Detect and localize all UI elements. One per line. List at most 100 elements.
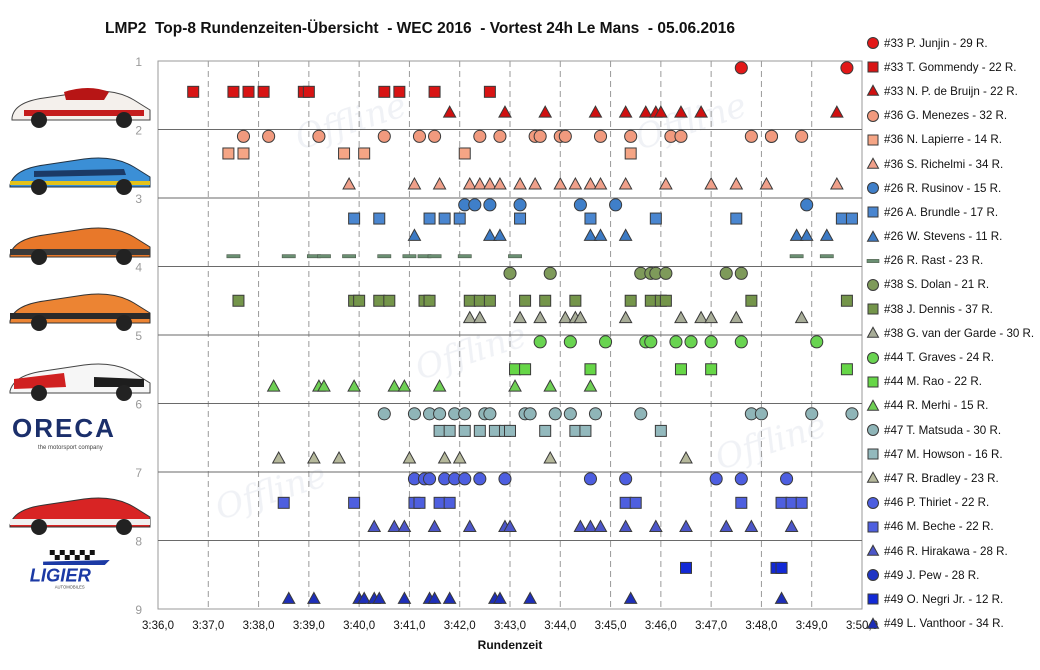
legend-marker — [867, 134, 879, 146]
series-23 — [680, 561, 788, 574]
data-point — [674, 363, 687, 376]
data-point — [498, 472, 512, 486]
legend-marker — [867, 37, 879, 50]
x-tick-label: 3:44,0 — [544, 620, 576, 632]
data-point — [704, 310, 719, 324]
data-point — [719, 266, 733, 280]
legend-label: #36 G. Menezes - 32 R. — [884, 109, 1008, 123]
data-point — [644, 294, 657, 307]
data-point — [648, 519, 663, 533]
data-point — [619, 472, 633, 486]
data-point — [277, 496, 290, 509]
legend-item: #47 R. Bradley - 23 R. — [866, 466, 1036, 490]
data-point — [402, 450, 417, 464]
data-point — [744, 519, 759, 533]
data-point — [624, 147, 637, 160]
data-point — [373, 294, 386, 307]
data-point — [840, 294, 853, 307]
data-point — [281, 591, 296, 604]
legend-marker — [866, 258, 880, 263]
data-point — [775, 496, 788, 509]
data-point — [735, 496, 748, 509]
legend-marker-shape — [867, 278, 879, 291]
data-point — [442, 105, 457, 118]
legend-item: #47 M. Howson - 16 R. — [866, 442, 1036, 466]
data-point — [437, 450, 452, 464]
series-0 — [734, 61, 854, 75]
data-point — [563, 407, 577, 421]
data-point — [789, 254, 804, 259]
data-point — [397, 591, 412, 604]
x-axis-label: Rundenzeit — [478, 638, 543, 652]
data-point — [271, 450, 286, 464]
data-point — [187, 85, 200, 98]
series-16 — [377, 407, 859, 421]
data-point — [730, 212, 743, 225]
data-point — [588, 105, 603, 118]
legend-item: #49 J. Pew - 28 R. — [866, 563, 1036, 587]
car-46-image — [9, 497, 151, 535]
legend-marker — [866, 229, 880, 242]
data-point — [513, 198, 527, 212]
data-point — [503, 266, 517, 280]
data-point — [795, 129, 809, 143]
data-point — [800, 198, 814, 212]
car-44-image — [9, 363, 151, 401]
data-point — [539, 294, 552, 307]
data-point — [353, 294, 366, 307]
data-point — [573, 310, 588, 324]
y-tick-label: 1 — [135, 55, 142, 69]
data-point — [543, 266, 557, 280]
data-point — [684, 335, 698, 349]
legend-marker-shape — [867, 206, 879, 218]
x-tick-label: 3:37,0 — [192, 620, 224, 632]
data-point — [442, 591, 457, 604]
data-point — [493, 176, 507, 190]
data-point — [433, 407, 447, 421]
data-point — [358, 147, 371, 160]
data-point — [764, 129, 779, 143]
data-point — [472, 310, 487, 324]
data-point — [795, 496, 808, 509]
series-3 — [236, 129, 809, 143]
data-point — [397, 379, 412, 392]
data-point — [805, 407, 819, 421]
series-18 — [271, 450, 693, 464]
legend-marker-shape — [866, 471, 880, 484]
data-point — [317, 379, 331, 392]
y-tick-label: 8 — [135, 535, 142, 549]
data-point — [674, 310, 688, 324]
y-tick-label: 7 — [135, 466, 142, 480]
data-point — [443, 496, 456, 509]
data-point — [644, 335, 658, 349]
data-point — [789, 228, 804, 241]
data-point — [342, 254, 356, 259]
legend-label: #38 J. Dennis - 37 R. — [884, 302, 993, 316]
legend-marker-shape — [867, 448, 879, 460]
x-tick-label: 3:49,0 — [796, 620, 828, 632]
data-point — [734, 472, 748, 486]
data-point — [680, 561, 692, 574]
data-point — [236, 129, 251, 143]
data-point — [533, 335, 547, 349]
data-point — [618, 105, 633, 118]
legend-label: #36 N. Lapierre - 14 R. — [884, 133, 1002, 147]
data-point — [609, 198, 623, 212]
series-12 — [462, 310, 809, 324]
legend-item: #44 M. Rao - 22 R. — [866, 370, 1036, 394]
data-point — [584, 363, 597, 376]
data-point — [493, 591, 507, 604]
x-tick-label: 3:36,0 — [142, 620, 174, 632]
x-tick-label: 3:43,0 — [494, 620, 526, 632]
series-7 — [348, 212, 858, 225]
series-2 — [442, 105, 844, 118]
legend-label: #26 A. Brundle - 17 R. — [884, 205, 999, 219]
data-point — [694, 105, 708, 118]
legend-marker — [866, 157, 880, 169]
legend-marker — [867, 496, 879, 509]
data-point — [227, 85, 240, 98]
series-4 — [222, 147, 637, 160]
legend-label: #26 R. Rusinov - 15 R. — [884, 181, 1002, 195]
legend-label: #49 O. Negri Jr. - 12 R. — [884, 592, 1004, 606]
legend-label: #38 S. Dolan - 21 R. — [884, 278, 990, 292]
